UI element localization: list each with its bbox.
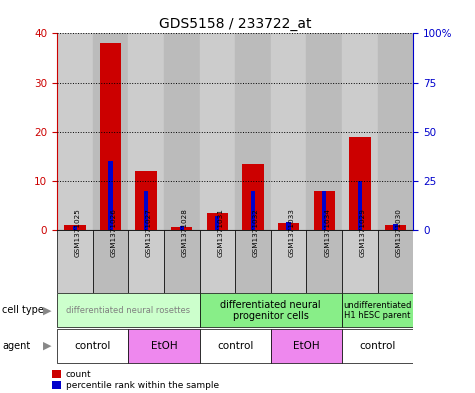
- Text: differentiated neural
progenitor cells: differentiated neural progenitor cells: [220, 300, 321, 321]
- Text: differentiated neural rosettes: differentiated neural rosettes: [66, 306, 190, 315]
- Bar: [342, 329, 413, 363]
- Text: control: control: [75, 341, 111, 351]
- Bar: [108, 161, 113, 230]
- Bar: [200, 33, 235, 230]
- Bar: [235, 230, 271, 293]
- Bar: [200, 294, 342, 327]
- Bar: [322, 191, 326, 230]
- Bar: [164, 230, 200, 293]
- Bar: [128, 33, 164, 230]
- Text: GSM1371025: GSM1371025: [75, 208, 81, 257]
- Bar: [171, 228, 192, 230]
- Bar: [144, 191, 148, 230]
- Text: GSM1371026: GSM1371026: [110, 208, 116, 257]
- Bar: [358, 181, 362, 230]
- Bar: [271, 33, 306, 230]
- Text: ▶: ▶: [43, 305, 51, 316]
- Bar: [378, 33, 413, 230]
- Bar: [385, 225, 406, 230]
- Bar: [57, 33, 93, 230]
- Text: GSM1371030: GSM1371030: [395, 208, 401, 257]
- Text: EtOH: EtOH: [293, 341, 320, 351]
- Bar: [135, 171, 157, 230]
- Bar: [242, 163, 264, 230]
- Bar: [278, 222, 299, 230]
- Bar: [306, 230, 342, 293]
- Bar: [57, 294, 200, 327]
- Bar: [93, 33, 128, 230]
- Bar: [93, 230, 128, 293]
- Text: GSM1371028: GSM1371028: [181, 208, 188, 257]
- Bar: [64, 225, 86, 230]
- Bar: [215, 216, 219, 230]
- Bar: [271, 230, 306, 293]
- Text: GSM1371031: GSM1371031: [217, 208, 223, 257]
- Bar: [306, 33, 342, 230]
- Text: cell type: cell type: [2, 305, 44, 316]
- Bar: [164, 33, 200, 230]
- Bar: [286, 222, 291, 230]
- Bar: [393, 224, 398, 230]
- Title: GDS5158 / 233722_at: GDS5158 / 233722_at: [159, 17, 312, 31]
- Text: GSM1371027: GSM1371027: [146, 208, 152, 257]
- Bar: [57, 329, 128, 363]
- Bar: [207, 213, 228, 230]
- Bar: [349, 136, 370, 230]
- Text: GSM1371033: GSM1371033: [289, 208, 294, 257]
- Bar: [180, 226, 184, 230]
- Text: GSM1371034: GSM1371034: [324, 208, 330, 257]
- Text: EtOH: EtOH: [151, 341, 177, 351]
- Bar: [200, 329, 271, 363]
- Text: undifferentiated
H1 hESC parent: undifferentiated H1 hESC parent: [343, 301, 412, 320]
- Bar: [378, 230, 413, 293]
- Bar: [314, 191, 335, 230]
- Bar: [271, 329, 342, 363]
- Bar: [251, 191, 255, 230]
- Bar: [342, 33, 378, 230]
- Bar: [235, 33, 271, 230]
- Bar: [57, 230, 93, 293]
- Bar: [73, 226, 77, 230]
- Bar: [200, 230, 235, 293]
- Text: GSM1371032: GSM1371032: [253, 208, 259, 257]
- Bar: [100, 43, 121, 230]
- Bar: [342, 230, 378, 293]
- Bar: [128, 329, 200, 363]
- Text: ▶: ▶: [43, 341, 51, 351]
- Bar: [342, 294, 413, 327]
- Text: agent: agent: [2, 341, 30, 351]
- Text: GSM1371029: GSM1371029: [360, 208, 366, 257]
- Legend: count, percentile rank within the sample: count, percentile rank within the sample: [52, 370, 219, 390]
- Bar: [128, 230, 164, 293]
- Text: control: control: [360, 341, 396, 351]
- Text: control: control: [217, 341, 253, 351]
